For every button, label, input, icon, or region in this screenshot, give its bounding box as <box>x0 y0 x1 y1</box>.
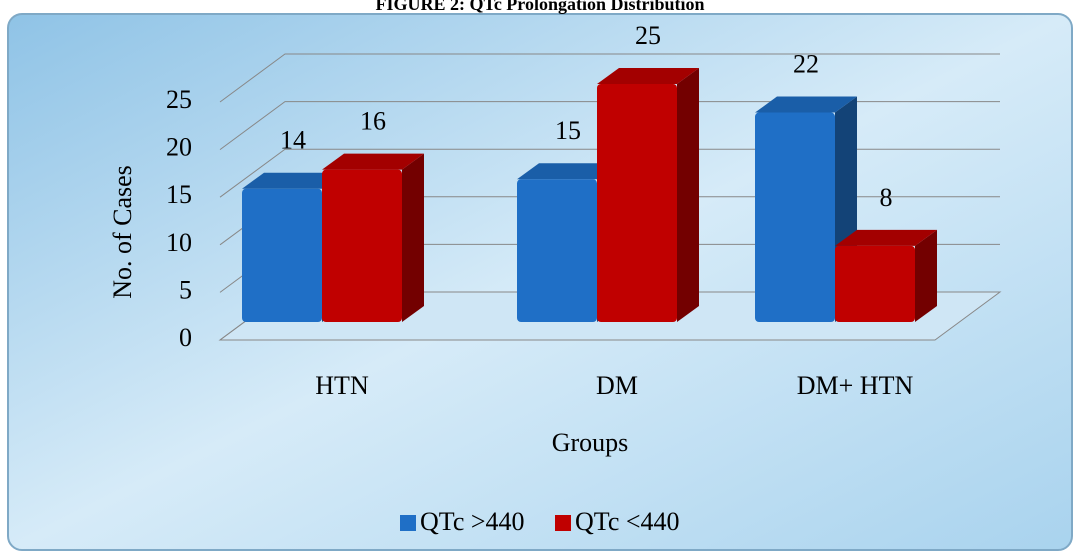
bar-top <box>835 229 937 246</box>
bar-side <box>677 68 699 322</box>
data-label: 16 <box>360 107 386 136</box>
y-tick-label: 0 <box>179 323 192 352</box>
y-tick-label: 10 <box>166 228 192 257</box>
y-tick-label: 25 <box>166 85 192 114</box>
grid-line <box>219 101 1000 151</box>
x-tick-label: DM <box>596 371 638 400</box>
bar-side <box>915 229 937 322</box>
bar-side <box>402 153 424 322</box>
bar <box>322 169 402 322</box>
data-label: 25 <box>635 21 661 50</box>
y-axis-label: No. of Cases <box>108 165 137 299</box>
chart-title: FIGURE 2: QTc Prolongation Distribution <box>375 0 704 14</box>
bar <box>835 245 915 322</box>
bar-top <box>242 172 344 189</box>
bar-top <box>755 96 857 113</box>
legend-label: QTc >440 <box>420 507 525 536</box>
bar-top <box>517 163 619 180</box>
y-tick-label: 15 <box>166 180 192 209</box>
bar-top <box>322 153 424 170</box>
legend-swatch <box>400 515 416 531</box>
bar <box>597 84 677 322</box>
data-label: 15 <box>555 116 581 145</box>
y-tick-label: 20 <box>166 133 192 162</box>
bar <box>755 112 835 322</box>
data-label: 14 <box>280 126 306 155</box>
legend-swatch <box>555 515 571 531</box>
grid-line <box>219 53 1000 103</box>
legend-label: QTc <440 <box>575 507 680 536</box>
x-tick-label: DM+ HTN <box>797 371 914 400</box>
y-tick-label: 5 <box>179 275 192 304</box>
x-tick-label: HTN <box>315 371 369 400</box>
bar-top <box>597 68 699 84</box>
bar <box>242 188 322 322</box>
data-label: 22 <box>793 50 819 79</box>
x-axis-label: Groups <box>552 428 629 457</box>
data-label: 8 <box>880 183 893 212</box>
bar <box>517 179 597 322</box>
